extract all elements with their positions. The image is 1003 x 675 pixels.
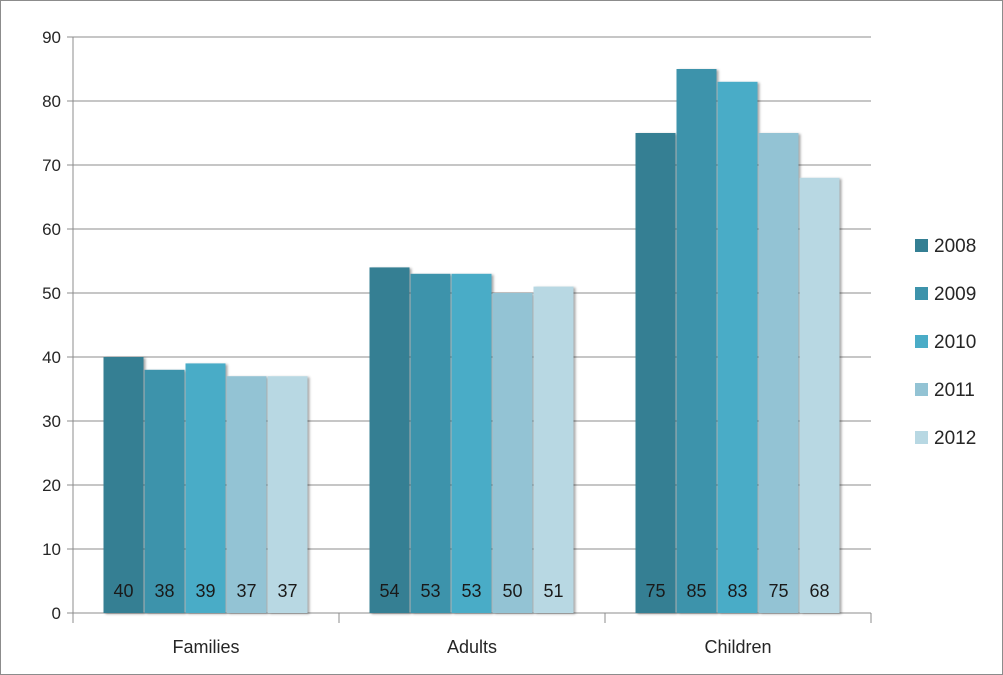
data-label: 75: [768, 581, 788, 601]
data-label: 68: [809, 581, 829, 601]
y-tick-label: 10: [42, 540, 61, 559]
x-category-label: Families: [172, 637, 239, 657]
data-label: 75: [645, 581, 665, 601]
data-label: 39: [195, 581, 215, 601]
data-label: 85: [686, 581, 706, 601]
data-label: 40: [113, 581, 133, 601]
legend-label: 2012: [934, 428, 976, 449]
bar: [185, 363, 226, 613]
data-label: 50: [502, 581, 522, 601]
bars: [103, 69, 840, 614]
y-tick-label: 80: [42, 92, 61, 111]
legend: 2008 2009 2010 2011 2012: [915, 236, 976, 449]
y-tick-label: 70: [42, 156, 61, 175]
legend-swatch: [915, 431, 928, 444]
bar: [758, 133, 799, 613]
data-label: 37: [236, 581, 256, 601]
legend-label: 2009: [934, 284, 976, 305]
legend-swatch: [915, 287, 928, 300]
data-label: 53: [420, 581, 440, 601]
bar: [451, 273, 492, 613]
y-tick-label: 90: [42, 28, 61, 47]
data-label: 37: [277, 581, 297, 601]
data-label: 51: [543, 581, 563, 601]
bar: [144, 369, 185, 613]
legend-swatch: [915, 239, 928, 252]
y-tick-label: 0: [52, 604, 61, 623]
y-tick-label: 60: [42, 220, 61, 239]
bar: [226, 376, 267, 613]
bar: [410, 273, 451, 613]
axes: 0 10 20 30 40 50 60 70 80 90 Families Adults Childre…: [42, 28, 872, 657]
bar: [635, 133, 676, 613]
data-label: 83: [727, 581, 747, 601]
x-category-label: Children: [704, 637, 771, 657]
y-tick-label: 20: [42, 476, 61, 495]
bar: [267, 376, 308, 613]
bar: [369, 267, 410, 613]
data-labels: 40 38 39 37 37 54 53 53 50 51 75 85 83 75 68: [113, 581, 829, 601]
bar: [676, 69, 717, 613]
bar: [492, 293, 533, 613]
y-tick-label: 50: [42, 284, 61, 303]
data-label: 38: [154, 581, 174, 601]
data-label: 54: [379, 581, 399, 601]
legend-label: 2011: [934, 380, 975, 401]
bar: [533, 286, 574, 613]
legend-swatch: [915, 383, 928, 396]
legend-label: 2008: [934, 236, 976, 257]
y-tick-label: 40: [42, 348, 61, 367]
data-label: 53: [461, 581, 481, 601]
x-category-label: Adults: [447, 637, 497, 657]
y-tick-label: 30: [42, 412, 61, 431]
bar: [103, 357, 144, 613]
bar: [799, 177, 840, 614]
legend-swatch: [915, 335, 928, 348]
legend-label: 2010: [934, 332, 976, 353]
bar: [717, 81, 758, 614]
